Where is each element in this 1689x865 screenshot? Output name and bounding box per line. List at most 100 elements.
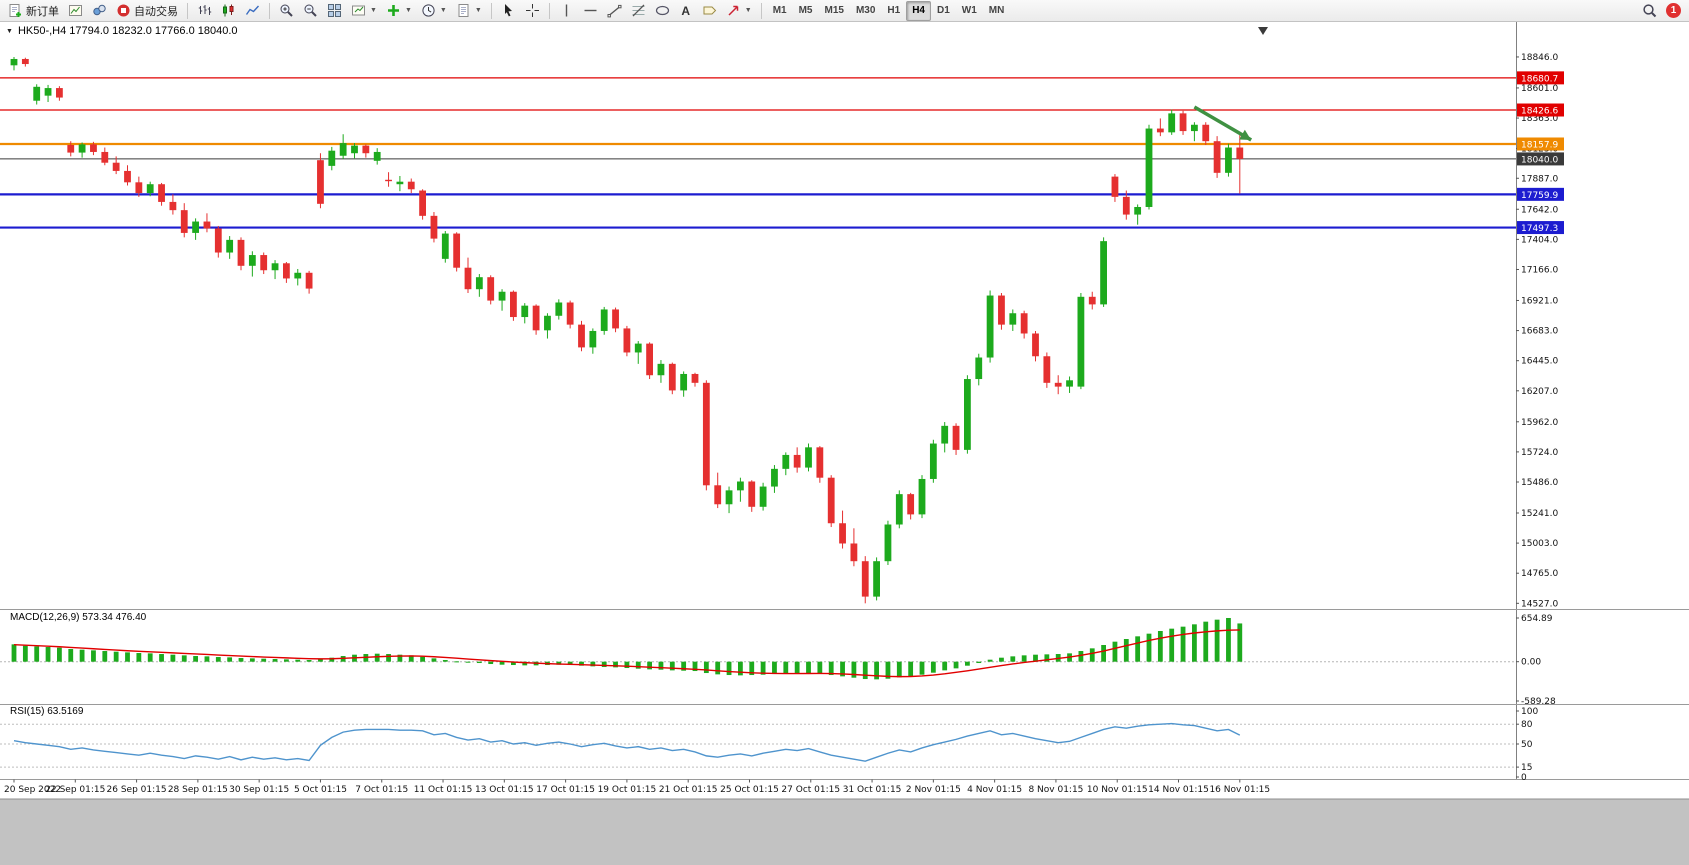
candle-body [1009, 313, 1017, 325]
x-axis-label: 17 Oct 01:15 [536, 785, 595, 795]
macd-histogram-bar [692, 661, 698, 672]
macd-histogram-bar [862, 661, 868, 680]
candle-body [487, 277, 495, 301]
charts-button[interactable] [64, 1, 87, 21]
rsi-axis-label: 50 [1521, 740, 1533, 750]
search-button[interactable] [1638, 1, 1661, 21]
dropdown-caret-icon: ▼ [370, 7, 377, 14]
macd-histogram-bar [703, 661, 709, 674]
shapes-button[interactable] [651, 1, 674, 21]
candle-body [998, 295, 1005, 325]
macd-histogram-bar [1226, 617, 1231, 662]
line-chart-button[interactable] [241, 1, 264, 21]
periods-icon [422, 4, 435, 17]
candle-body [714, 485, 722, 505]
toolbar: 新订单 自动交易 [0, 0, 1689, 22]
tile-windows-button[interactable] [323, 1, 346, 21]
macd-histogram-bar [840, 661, 845, 677]
macd-histogram-bar [601, 661, 607, 668]
timeframe-h4-button[interactable]: H4 [906, 0, 931, 21]
candle-body [634, 343, 642, 353]
market-watch-button[interactable] [88, 1, 111, 21]
macd-histogram-bar [476, 661, 482, 664]
templates-button[interactable]: ▼ [452, 1, 486, 21]
trend-arrow-annotation[interactable] [1193, 105, 1253, 142]
candle-body [827, 477, 835, 524]
macd-histogram-bar [102, 651, 108, 662]
candle-body [1111, 176, 1119, 197]
shapes-icon [655, 5, 669, 16]
trend-arrow-head[interactable] [1239, 129, 1252, 140]
candle-body [419, 190, 426, 216]
macd-signal-value: 476.40 [115, 612, 147, 623]
candle-body [793, 454, 801, 468]
timeframe-d1-button[interactable]: D1 [937, 5, 950, 16]
horizontal-line-button[interactable] [579, 1, 602, 21]
crosshair-button[interactable] [521, 1, 544, 21]
text-button[interactable]: A [675, 1, 697, 21]
new-chart-button[interactable]: ▼ [347, 1, 381, 21]
periods-button[interactable]: ▼ [417, 1, 451, 21]
chart-title: ▼ HK50-,H4 17794.0 18232.0 17766.0 18040… [6, 25, 238, 37]
zoom-in-button[interactable] [275, 1, 298, 21]
new-order-button[interactable]: 新订单 [4, 1, 63, 21]
toolbar-separator [548, 2, 550, 19]
x-axis-label: 25 Oct 01:15 [720, 785, 779, 795]
macd-histogram-bar [181, 655, 187, 662]
collapse-icon[interactable]: ▼ [6, 27, 13, 35]
macd-histogram-bar [1169, 628, 1175, 662]
timeframe-h1-button[interactable]: H1 [887, 5, 901, 16]
timeframe-m30-button[interactable]: M30 [855, 5, 876, 16]
indicators-button[interactable]: ▼ [382, 1, 416, 21]
notification-badge[interactable]: 1 [1666, 3, 1681, 18]
x-axis-label: 8 Nov 01:15 [1028, 785, 1083, 795]
templates-icon [458, 4, 469, 17]
auto-trading-button[interactable]: 自动交易 [112, 1, 182, 21]
candle-body [271, 263, 279, 271]
y-axis-label: 17642.0 [1521, 205, 1558, 215]
cursor-icon [504, 4, 512, 17]
candle-body [941, 425, 949, 444]
timeframe-m1-button[interactable]: M1 [772, 5, 787, 16]
macd-histogram-bar [204, 656, 210, 662]
candle-body [986, 295, 994, 358]
x-axis-label: 28 Sep 01:15 [168, 785, 228, 795]
candle-body [805, 447, 812, 468]
candle-body [78, 144, 86, 153]
arrows-button[interactable]: ▼ [722, 1, 756, 21]
chart-shift-marker[interactable] [1258, 27, 1268, 35]
trendline-button[interactable] [603, 1, 626, 21]
charts-icon [69, 5, 82, 16]
timeframe-mn-button[interactable]: MN [988, 5, 1005, 16]
timeframe-m5-button[interactable]: M5 [798, 5, 813, 16]
macd-histogram-bar [1078, 651, 1084, 662]
chart-canvas[interactable]: 18846.018601.018363.018123.017887.017642… [0, 22, 1689, 865]
candle-body [918, 478, 926, 515]
new-chart-icon [352, 5, 365, 16]
candle-body [351, 145, 358, 154]
cursor-button[interactable] [497, 1, 520, 21]
candle-body [226, 239, 234, 253]
candle-body [657, 363, 665, 376]
fibonacci-button[interactable] [627, 1, 650, 21]
macd-histogram-bar [738, 661, 743, 676]
y-axis-label: 14765.0 [1521, 569, 1558, 579]
candle-body [884, 524, 892, 562]
macd-signal-line [13, 629, 1240, 678]
macd-histogram-bar [613, 661, 618, 668]
macd-histogram-bar [488, 661, 494, 665]
macd-histogram-bar [794, 661, 800, 674]
bar-chart-button[interactable] [193, 1, 216, 21]
candle-body [975, 357, 983, 380]
timeframe-w1-button[interactable]: W1 [961, 5, 977, 16]
macd-histogram-bar [465, 661, 471, 663]
candle-body [67, 144, 75, 153]
candlestick-chart-button[interactable] [217, 1, 240, 21]
zoom-out-button[interactable] [299, 1, 322, 21]
timeframe-m15-button[interactable]: M15 [824, 5, 844, 16]
macd-histogram-bar [749, 661, 755, 676]
macd-histogram-bar [227, 657, 233, 662]
label-button[interactable] [698, 1, 721, 21]
vertical-line-button[interactable] [555, 1, 578, 21]
